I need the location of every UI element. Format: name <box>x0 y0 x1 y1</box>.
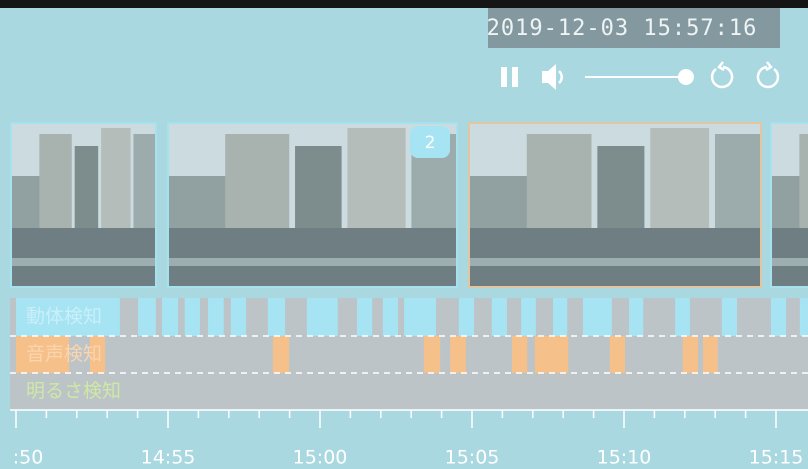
pause-bar <box>501 67 507 87</box>
event-segment <box>404 298 437 336</box>
event-segment <box>721 298 737 336</box>
event-segment <box>609 336 626 373</box>
event-segment <box>491 298 507 336</box>
thumbnail-image <box>770 122 808 288</box>
thumbnail[interactable] <box>770 122 808 342</box>
thumbnail-tint <box>167 122 458 288</box>
row-background <box>10 373 808 410</box>
timestamp: 2019-12-03 15:57:16 <box>487 16 758 41</box>
event-segment <box>675 298 690 336</box>
thumbnail-border <box>167 122 458 288</box>
timestamp-box <box>488 8 780 48</box>
sidewalk <box>770 258 808 266</box>
event-segment <box>382 298 399 336</box>
pause-button[interactable] <box>501 67 518 87</box>
thumbnail-border <box>10 122 157 288</box>
event-segment <box>306 298 338 336</box>
event-segment <box>138 298 156 336</box>
event-segment <box>89 336 106 373</box>
event-segment <box>450 336 466 373</box>
x-tick-label: :50 <box>13 447 44 469</box>
rewind-button[interactable] <box>710 61 734 89</box>
event-segment <box>534 336 569 373</box>
event-segment <box>272 336 290 373</box>
event-segment <box>16 336 70 373</box>
event-segment <box>521 298 536 336</box>
event-segment <box>629 298 644 336</box>
forward-arrow <box>765 61 773 72</box>
thumbnail-tint <box>10 122 157 288</box>
thumbnail-strip: 2 <box>10 122 808 342</box>
event-segment <box>356 298 373 336</box>
x-tick-label: 15:10 <box>597 447 652 469</box>
slider-knob[interactable] <box>677 69 694 85</box>
volume-button[interactable] <box>542 64 563 90</box>
event-segment <box>16 298 120 336</box>
thumbnail-tint <box>770 122 808 288</box>
badge-bg <box>410 126 450 158</box>
event-segment <box>770 298 787 336</box>
sidewalk <box>10 258 157 266</box>
event-segment <box>512 336 528 373</box>
row-label: 動体検知 <box>26 306 102 328</box>
thumbnail-image <box>468 122 762 288</box>
event-segment <box>267 298 286 336</box>
forward-icon <box>756 65 780 89</box>
row-background <box>10 336 808 373</box>
speaker-icon <box>542 64 556 90</box>
thumbnail[interactable] <box>468 122 774 342</box>
event-segment <box>582 298 612 336</box>
event-segment <box>230 298 247 336</box>
event-segment <box>553 298 568 336</box>
x-tick-label: 15:00 <box>293 447 348 469</box>
row-label: 明るさ検知 <box>26 380 121 402</box>
badge: 2 <box>425 133 436 153</box>
thumbnail[interactable] <box>167 122 470 342</box>
thumbnail-tint <box>468 122 762 288</box>
pause-bar <box>512 67 518 87</box>
thumbnail-image <box>10 122 157 288</box>
sidewalk <box>167 258 458 266</box>
rewind-arrow <box>717 61 725 72</box>
top-bar <box>0 0 808 8</box>
x-tick-label: 14:55 <box>141 447 196 469</box>
event-segment <box>184 298 200 336</box>
rewind-icon <box>710 65 734 89</box>
event-segment <box>458 298 475 336</box>
thumbnail[interactable] <box>10 122 163 342</box>
speaker-wave <box>558 70 563 84</box>
event-segment <box>703 336 718 373</box>
event-segment <box>682 336 698 373</box>
volume-slider[interactable] <box>585 69 694 85</box>
sidewalk <box>468 258 762 266</box>
row-label: 音声検知 <box>26 343 102 365</box>
thumbnail-border <box>468 122 762 288</box>
x-tick-label: 15:15 <box>749 447 804 469</box>
building <box>799 134 808 288</box>
event-segment <box>423 336 441 373</box>
forward-button[interactable] <box>756 61 780 89</box>
event-segment <box>799 298 808 336</box>
event-segment <box>208 298 224 336</box>
thumbnail-image <box>167 122 458 288</box>
x-tick-label: 15:05 <box>445 447 500 469</box>
event-segment <box>161 298 179 336</box>
thumbnail-border <box>770 122 808 288</box>
